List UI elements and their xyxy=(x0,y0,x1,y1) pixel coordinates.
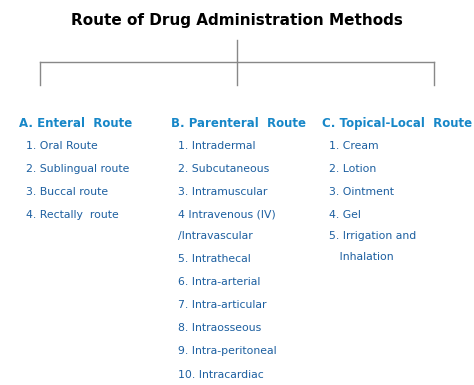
Text: 2. Lotion: 2. Lotion xyxy=(329,164,377,174)
Text: 6. Intra-arterial: 6. Intra-arterial xyxy=(178,277,260,287)
Text: 2. Sublingual route: 2. Sublingual route xyxy=(26,164,129,174)
Text: /Intravascular: /Intravascular xyxy=(178,231,253,241)
Text: Route of Drug Administration Methods: Route of Drug Administration Methods xyxy=(71,13,403,28)
Text: A. Enteral  Route: A. Enteral Route xyxy=(19,117,132,131)
Text: 1. Cream: 1. Cream xyxy=(329,141,379,151)
Text: 10. Intracardiac: 10. Intracardiac xyxy=(178,370,264,380)
Text: 5. Irrigation and: 5. Irrigation and xyxy=(329,231,417,241)
Text: 5. Intrathecal: 5. Intrathecal xyxy=(178,254,250,264)
Text: 7. Intra-articular: 7. Intra-articular xyxy=(178,300,266,310)
Text: Inhalation: Inhalation xyxy=(329,252,394,262)
Text: 1. Oral Route: 1. Oral Route xyxy=(26,141,98,151)
Text: 4 Intravenous (IV): 4 Intravenous (IV) xyxy=(178,210,275,220)
Text: B. Parenteral  Route: B. Parenteral Route xyxy=(171,117,306,131)
Text: 4. Rectally  route: 4. Rectally route xyxy=(26,210,119,220)
Text: 3. Ointment: 3. Ointment xyxy=(329,187,394,197)
Text: 8. Intraosseous: 8. Intraosseous xyxy=(178,323,261,333)
Text: 2. Subcutaneous: 2. Subcutaneous xyxy=(178,164,269,174)
Text: C. Topical-Local  Route: C. Topical-Local Route xyxy=(322,117,473,131)
Text: 3. Intramuscular: 3. Intramuscular xyxy=(178,187,267,197)
Text: 3. Buccal route: 3. Buccal route xyxy=(26,187,108,197)
Text: 1. Intradermal: 1. Intradermal xyxy=(178,141,255,151)
Text: 4. Gel: 4. Gel xyxy=(329,210,361,220)
Text: 9. Intra-peritoneal: 9. Intra-peritoneal xyxy=(178,346,276,357)
